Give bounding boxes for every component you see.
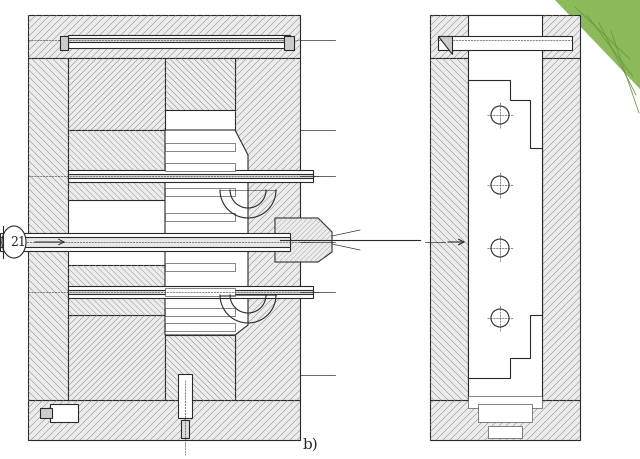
Bar: [0, 233, 290, 251]
Bar: [68, 35, 290, 48]
Bar: [0, 237, 290, 247]
Polygon shape: [68, 130, 165, 200]
Bar: [165, 213, 235, 221]
Bar: [178, 374, 192, 418]
Polygon shape: [68, 315, 165, 400]
Bar: [68, 38, 290, 42]
Bar: [165, 308, 235, 316]
Bar: [478, 404, 532, 422]
Polygon shape: [468, 80, 542, 378]
Polygon shape: [235, 58, 300, 400]
Polygon shape: [275, 218, 332, 262]
Text: b): b): [302, 438, 318, 452]
Polygon shape: [542, 58, 580, 400]
Bar: [284, 36, 294, 50]
Polygon shape: [555, 0, 640, 89]
Bar: [468, 15, 542, 400]
Bar: [68, 174, 313, 178]
Bar: [468, 396, 542, 408]
Bar: [165, 163, 235, 171]
Polygon shape: [438, 36, 452, 54]
Bar: [165, 323, 235, 331]
Bar: [60, 36, 68, 50]
Bar: [50, 404, 78, 422]
Circle shape: [491, 239, 509, 257]
Circle shape: [491, 176, 509, 194]
Polygon shape: [430, 400, 580, 440]
Bar: [438, 36, 572, 50]
Polygon shape: [68, 265, 165, 315]
Bar: [68, 286, 313, 298]
Bar: [40, 408, 52, 418]
Polygon shape: [68, 58, 165, 130]
Polygon shape: [28, 15, 300, 58]
Bar: [165, 263, 235, 271]
Ellipse shape: [2, 226, 26, 258]
Polygon shape: [28, 58, 68, 400]
Polygon shape: [430, 58, 468, 400]
Polygon shape: [28, 400, 300, 440]
Bar: [488, 426, 522, 438]
Polygon shape: [165, 130, 248, 335]
Polygon shape: [165, 335, 235, 400]
Bar: [165, 143, 235, 151]
Bar: [181, 420, 189, 438]
Bar: [165, 188, 235, 196]
Bar: [165, 288, 235, 296]
Bar: [68, 170, 313, 182]
Text: 21: 21: [10, 235, 26, 248]
Polygon shape: [165, 58, 235, 110]
Polygon shape: [430, 15, 580, 58]
Bar: [68, 290, 313, 294]
Bar: [165, 238, 235, 246]
Circle shape: [491, 106, 509, 124]
Circle shape: [491, 309, 509, 327]
